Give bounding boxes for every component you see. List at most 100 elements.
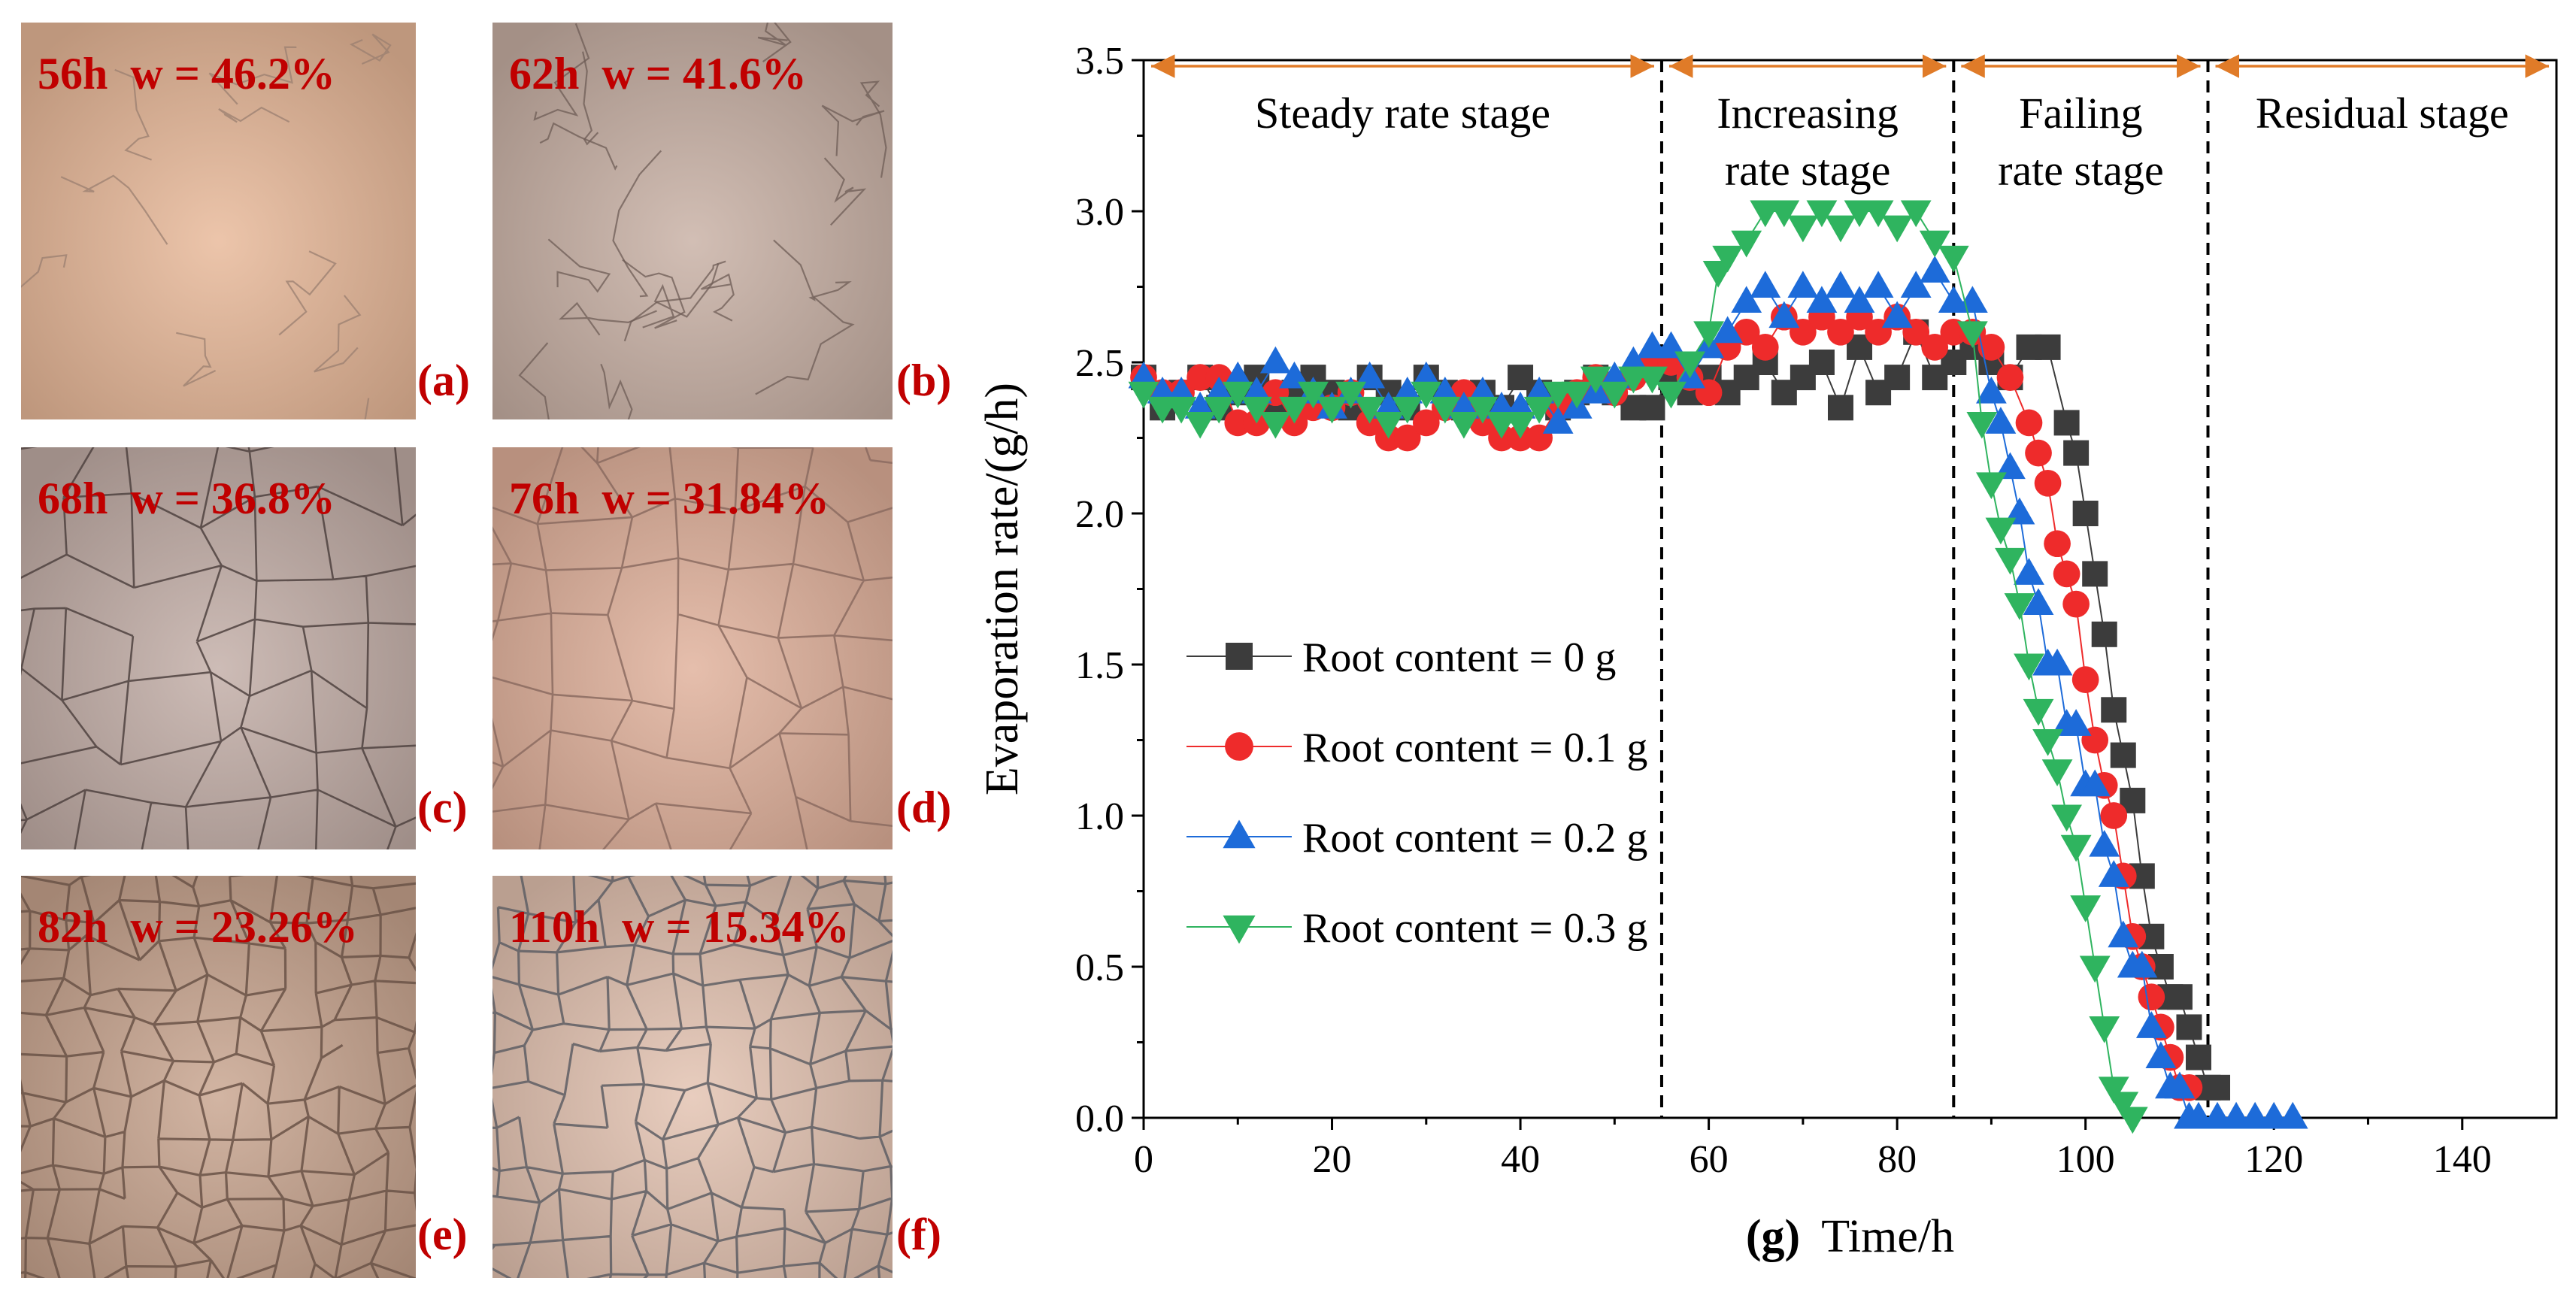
data-point	[2035, 334, 2061, 360]
stage-label: Residual stage	[2256, 89, 2509, 138]
data-point	[1712, 316, 1744, 344]
crack-line	[208, 46, 297, 105]
data-point	[1938, 245, 1969, 273]
data-point	[2015, 409, 2043, 437]
data-point	[1165, 376, 1197, 404]
data-point	[1995, 452, 2026, 480]
legend-marker	[1223, 819, 1256, 849]
legend-marker	[1225, 732, 1253, 761]
data-point	[1241, 376, 1272, 404]
legend-label: Root content = 0.1 g	[1302, 725, 1647, 771]
data-point	[1599, 361, 1630, 389]
data-point	[2072, 501, 2099, 526]
data-point	[1186, 364, 1214, 391]
data-point	[1392, 376, 1423, 404]
data-point	[1128, 361, 1159, 389]
data-point	[1203, 376, 1235, 404]
data-point	[1412, 409, 1440, 437]
panel-label-g: (g)	[1746, 1211, 1800, 1262]
data-point	[2185, 1044, 2211, 1070]
data-point	[1977, 334, 2005, 361]
data-point	[1656, 331, 1687, 359]
data-point	[1354, 396, 1386, 424]
data-point	[2089, 1016, 2120, 1043]
crack-network	[21, 876, 416, 1278]
data-point	[1542, 407, 1574, 434]
series-0	[1131, 319, 2231, 1101]
data-point	[2110, 742, 2136, 768]
data-point	[1561, 381, 1593, 409]
photo-panel-f: 110h w = 15.34%	[492, 876, 893, 1278]
legend-label: Root content = 0.2 g	[1302, 815, 1647, 861]
data-point	[1184, 392, 1216, 419]
data-point	[1921, 334, 1949, 361]
crack-line	[218, 106, 290, 123]
x-axis-label: (g) Time/h	[1746, 1211, 1954, 1262]
data-point	[1523, 376, 1555, 404]
crack-line	[701, 273, 735, 322]
data-point	[1731, 230, 1762, 258]
data-point	[1279, 361, 1310, 389]
soil-crack-texture	[21, 447, 416, 849]
y-tick-label: 1.5	[1075, 644, 1124, 687]
crack-line	[600, 363, 633, 419]
photo-panel-c: 68h w = 36.8%	[21, 447, 416, 849]
photo-panel-b: 62h w = 41.6%	[492, 23, 893, 419]
panel-tag-d: (d)	[896, 783, 952, 832]
data-point	[1750, 271, 1781, 298]
panel-tag-c: (c)	[417, 783, 468, 832]
data-point	[1806, 200, 1838, 228]
data-point	[2098, 1076, 2129, 1104]
panel-tag-f: (f)	[896, 1210, 941, 1259]
data-point	[1985, 407, 2017, 434]
data-point	[1467, 376, 1499, 404]
data-point	[2004, 593, 2035, 620]
crack-line	[823, 157, 867, 226]
x-tick-label: 0	[1134, 1138, 1153, 1181]
data-point	[1165, 396, 1197, 424]
x-tick-label: 100	[2056, 1138, 2115, 1181]
series-3	[1128, 200, 2148, 1134]
data-point	[1429, 376, 1461, 404]
data-point	[2101, 697, 2127, 723]
data-point	[1222, 361, 1253, 389]
crack-line	[176, 332, 217, 387]
x-tick-label: 40	[1501, 1138, 1540, 1181]
data-point	[2014, 653, 2044, 681]
data-point	[2041, 759, 2073, 786]
crack-line	[21, 254, 68, 288]
data-point	[2108, 1092, 2139, 1119]
data-point	[1844, 286, 1875, 313]
soil-shading	[21, 447, 416, 849]
data-point	[1241, 396, 1272, 424]
data-point	[1806, 286, 1838, 313]
data-point	[2060, 834, 2092, 862]
data-point	[2071, 666, 2099, 693]
data-point	[1751, 334, 1779, 361]
data-point	[2082, 561, 2108, 587]
x-tick-label: 80	[1877, 1138, 1917, 1181]
data-point	[1827, 395, 1853, 421]
crack-network	[492, 876, 893, 1278]
data-point	[1881, 215, 1913, 243]
data-point	[2053, 410, 2080, 436]
data-point	[1712, 245, 1744, 273]
legend: Root content = 0 g Root content = 0.1 g Ro…	[1186, 634, 1647, 952]
crack-line	[757, 23, 792, 62]
legend-marker	[1223, 915, 1256, 944]
panel-tag-a: (a)	[417, 356, 470, 405]
data-point	[2126, 950, 2158, 978]
data-point	[2063, 440, 2090, 466]
data-point	[1259, 411, 1291, 439]
data-point	[2164, 1071, 2196, 1099]
data-point	[1448, 392, 1480, 419]
crack-line	[533, 23, 590, 121]
soil-crack-texture	[492, 876, 893, 1278]
data-point	[1184, 411, 1216, 439]
panel-tag-b: (b)	[896, 356, 952, 405]
data-point	[1128, 381, 1159, 409]
data-point	[2062, 590, 2090, 618]
data-point	[1203, 396, 1235, 424]
crack-line	[755, 296, 855, 395]
crack-line	[773, 239, 852, 301]
